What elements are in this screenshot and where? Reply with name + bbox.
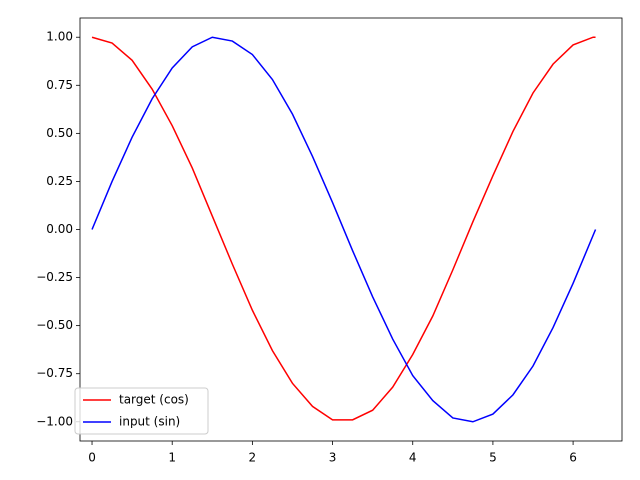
y-tick-label: 0.75 (46, 78, 73, 92)
x-tick-label: 4 (409, 451, 417, 465)
x-tick-label: 6 (569, 451, 577, 465)
x-tick-label: 5 (489, 451, 497, 465)
legend-label: target (cos) (119, 393, 189, 407)
x-tick-label: 2 (249, 451, 257, 465)
y-tick-label: 0.50 (46, 126, 73, 140)
y-tick-label: 0.00 (46, 222, 73, 236)
plot-frame (79, 17, 623, 442)
y-tick-label: −0.75 (36, 366, 73, 380)
y-tick-label: −0.25 (36, 270, 73, 284)
line-series (91, 36, 597, 423)
y-tick-label: −0.50 (36, 318, 73, 332)
y-tick-label: −1.00 (36, 414, 73, 428)
line-series (91, 36, 596, 421)
legend-label: input (sin) (119, 415, 180, 429)
y-tick-label: 0.25 (46, 174, 73, 188)
y-tick-label: 1.00 (46, 30, 73, 44)
x-tick-label: 0 (88, 451, 96, 465)
x-tick-label: 3 (329, 451, 337, 465)
x-tick-label: 1 (168, 451, 176, 465)
